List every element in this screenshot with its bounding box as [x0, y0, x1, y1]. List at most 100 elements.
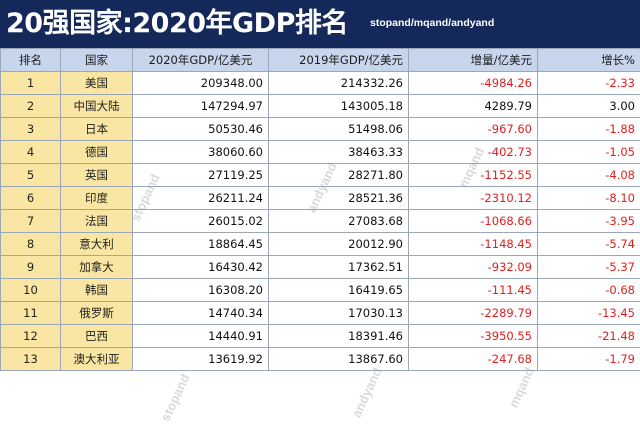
cell-rank: 11: [1, 302, 61, 325]
cell-gdp-2019: 18391.46: [269, 325, 409, 348]
cell-gdp-2019: 17362.51: [269, 256, 409, 279]
cell-rank: 1: [1, 72, 61, 95]
cell-country: 美国: [61, 72, 133, 95]
column-header-growth: 增长%: [538, 49, 640, 72]
cell-growth: -8.10: [538, 187, 640, 210]
cell-country: 法国: [61, 210, 133, 233]
cell-delta: 4289.79: [409, 95, 538, 118]
cell-country: 印度: [61, 187, 133, 210]
cell-rank: 2: [1, 95, 61, 118]
cell-gdp-2019: 28521.36: [269, 187, 409, 210]
title-bar: 20强国家:2020年GDP排名 stopand/mqand/andyand: [0, 0, 640, 48]
cell-gdp-2020: 26015.02: [133, 210, 269, 233]
page-title: 20强国家:2020年GDP排名: [6, 4, 348, 44]
page-subtitle: stopand/mqand/andyand: [370, 16, 494, 30]
cell-rank: 10: [1, 279, 61, 302]
cell-delta: -967.60: [409, 118, 538, 141]
cell-delta: -402.73: [409, 141, 538, 164]
cell-growth: 3.00: [538, 95, 640, 118]
cell-gdp-2019: 13867.60: [269, 348, 409, 371]
cell-rank: 13: [1, 348, 61, 371]
cell-growth: -0.68: [538, 279, 640, 302]
cell-growth: -21.48: [538, 325, 640, 348]
watermark-text: mqand: [506, 365, 538, 410]
cell-delta: -247.68: [409, 348, 538, 371]
cell-gdp-2019: 38463.33: [269, 141, 409, 164]
cell-gdp-2020: 38060.60: [133, 141, 269, 164]
cell-country: 加拿大: [61, 256, 133, 279]
cell-delta: -2289.79: [409, 302, 538, 325]
cell-gdp-2019: 214332.26: [269, 72, 409, 95]
cell-gdp-2019: 51498.06: [269, 118, 409, 141]
cell-gdp-2020: 27119.25: [133, 164, 269, 187]
cell-gdp-2020: 26211.24: [133, 187, 269, 210]
cell-delta: -1152.55: [409, 164, 538, 187]
cell-rank: 4: [1, 141, 61, 164]
gdp-table: 排名 国家 2020年GDP/亿美元 2019年GDP/亿美元 增量/亿美元 增…: [0, 48, 640, 371]
cell-country: 英国: [61, 164, 133, 187]
cell-gdp-2019: 143005.18: [269, 95, 409, 118]
cell-gdp-2019: 27083.68: [269, 210, 409, 233]
cell-gdp-2020: 13619.92: [133, 348, 269, 371]
cell-country: 澳大利亚: [61, 348, 133, 371]
cell-gdp-2020: 14740.34: [133, 302, 269, 325]
cell-delta: -932.09: [409, 256, 538, 279]
cell-rank: 12: [1, 325, 61, 348]
cell-gdp-2020: 14440.91: [133, 325, 269, 348]
cell-gdp-2020: 16430.42: [133, 256, 269, 279]
cell-delta: -3950.55: [409, 325, 538, 348]
cell-gdp-2019: 17030.13: [269, 302, 409, 325]
cell-delta: -4984.26: [409, 72, 538, 95]
cell-country: 中国大陆: [61, 95, 133, 118]
cell-country: 韩国: [61, 279, 133, 302]
cell-rank: 9: [1, 256, 61, 279]
cell-delta: -1148.45: [409, 233, 538, 256]
column-header-country: 国家: [61, 49, 133, 72]
cell-gdp-2019: 28271.80: [269, 164, 409, 187]
cell-gdp-2020: 209348.00: [133, 72, 269, 95]
cell-rank: 7: [1, 210, 61, 233]
cell-gdp-2020: 147294.97: [133, 95, 269, 118]
watermark-text: stopand: [158, 371, 193, 423]
cell-delta: -1068.66: [409, 210, 538, 233]
cell-growth: -1.88: [538, 118, 640, 141]
cell-country: 意大利: [61, 233, 133, 256]
column-header-gdp-2019: 2019年GDP/亿美元: [269, 49, 409, 72]
cell-growth: -4.08: [538, 164, 640, 187]
table-header-row: 排名 国家 2020年GDP/亿美元 2019年GDP/亿美元 增量/亿美元 增…: [1, 49, 640, 72]
cell-gdp-2020: 50530.46: [133, 118, 269, 141]
cell-growth: -5.37: [538, 256, 640, 279]
watermark-text: andyand: [349, 365, 385, 420]
cell-gdp-2020: 18864.45: [133, 233, 269, 256]
cell-country: 巴西: [61, 325, 133, 348]
cell-gdp-2019: 20012.90: [269, 233, 409, 256]
column-header-gdp-2020: 2020年GDP/亿美元: [133, 49, 269, 72]
cell-growth: -1.05: [538, 141, 640, 164]
cell-delta: -111.45: [409, 279, 538, 302]
cell-rank: 5: [1, 164, 61, 187]
cell-country: 俄罗斯: [61, 302, 133, 325]
cell-country: 德国: [61, 141, 133, 164]
column-header-delta: 增量/亿美元: [409, 49, 538, 72]
cell-growth: -2.33: [538, 72, 640, 95]
cell-rank: 3: [1, 118, 61, 141]
cell-growth: -1.79: [538, 348, 640, 371]
cell-growth: -13.45: [538, 302, 640, 325]
column-header-rank: 排名: [1, 49, 61, 72]
cell-rank: 6: [1, 187, 61, 210]
cell-country: 日本: [61, 118, 133, 141]
